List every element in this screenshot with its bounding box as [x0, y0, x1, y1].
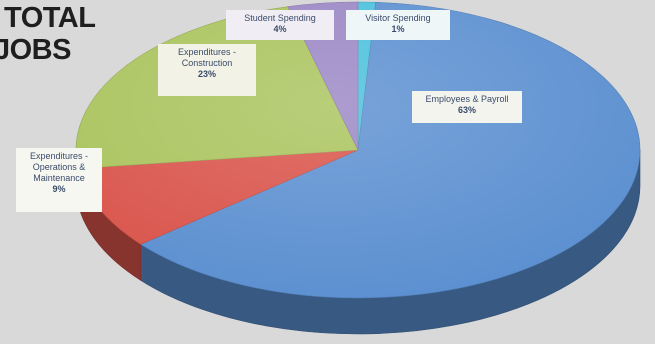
- slice-label-value: 9%: [52, 184, 66, 194]
- slice-label-name: Student Spending: [244, 13, 316, 23]
- slice-label-construction: Expenditures - Construction 23%: [158, 44, 256, 96]
- chart-title: TOTAL JOBS: [0, 2, 96, 66]
- slice-label-name: Visitor Spending: [365, 13, 431, 23]
- slice-label-value: 23%: [197, 69, 216, 79]
- slice-label-name: Employees & Payroll: [425, 94, 509, 104]
- chart-title-line-2: JOBS: [0, 34, 71, 66]
- slice-label-visitor-spending: Visitor Spending 1%: [346, 10, 450, 40]
- chart-title-line-1: TOTAL: [4, 2, 96, 34]
- slice-label-name: Expenditures - Construction: [177, 47, 237, 68]
- slice-label-value: 4%: [273, 24, 287, 34]
- slice-label-name: Expenditures - Operations & Maintenance: [29, 151, 89, 183]
- slice-label-value: 63%: [457, 105, 476, 115]
- slice-label-employees-payroll: Employees & Payroll 63%: [412, 91, 522, 123]
- slice-label-student-spending: Student Spending 4%: [226, 10, 334, 40]
- slice-label-value: 1%: [391, 24, 405, 34]
- slice-label-operations-maintenance: Expenditures - Operations & Maintenance …: [16, 148, 102, 212]
